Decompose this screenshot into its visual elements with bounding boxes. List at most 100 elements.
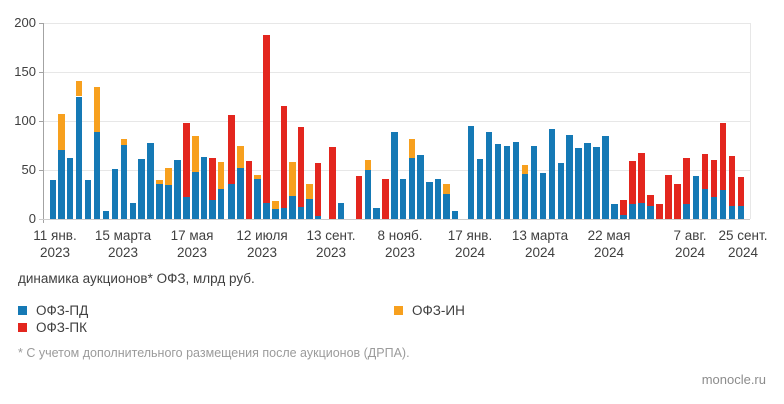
x-axis-label: 7 авг. 2024 [648, 227, 732, 261]
bar-segment-ofz-pd [58, 150, 65, 219]
bar-segment-ofz-pk [728, 156, 736, 207]
x-axis-label: 22 мая 2024 [567, 227, 651, 261]
bar-segment-ofz-pd [297, 207, 305, 219]
bar-segment-ofz-pd [192, 171, 199, 219]
x-axis-label-date: 8 нояб. [377, 228, 423, 243]
bar-segment-ofz-in [58, 114, 65, 151]
bar-segment-ofz-pd [391, 131, 398, 219]
y-axis-tick [38, 23, 43, 24]
y-axis-label: 150 [14, 64, 36, 79]
bar-segment-ofz-pd [566, 134, 573, 219]
bar-segment-ofz-pd [217, 188, 225, 219]
bar-segment-ofz-pd [710, 197, 718, 219]
bar-segment-ofz-pk [737, 176, 745, 207]
bar-segment-ofz-pd [737, 206, 745, 219]
legend-label: ОФЗ-ПК [36, 320, 87, 335]
x-axis-label-year: 2024 [674, 245, 706, 260]
bar-segment-ofz-pd [272, 209, 279, 219]
bar-segment-ofz-in [165, 168, 172, 185]
bar-segment-ofz-pd [237, 168, 244, 219]
chart-title: динамика аукционов* ОФЗ, млрд руб. [18, 271, 255, 286]
bar-segment-ofz-pk [355, 175, 363, 219]
bar-segment-ofz-pd [408, 158, 416, 219]
bar-segment-ofz-pk [245, 161, 253, 219]
x-axis-label-date: 13 сент. [306, 228, 356, 243]
y-axis-tick [38, 121, 43, 122]
x-axis-label-date: 22 мая [587, 228, 631, 243]
y-axis-tick [38, 72, 43, 73]
y-axis-label: 100 [14, 113, 36, 128]
bar-segment-ofz-pk [638, 153, 645, 204]
bar-segment-ofz-in [408, 138, 416, 159]
bar-segment-ofz-in [254, 174, 261, 179]
legend-item-ofz-in: ОФЗ-ИН [394, 303, 465, 318]
bar-segment-ofz-pk [280, 106, 288, 209]
x-axis-label: 12 июля 2023 [220, 227, 304, 261]
bar-segment-ofz-pk [629, 161, 636, 205]
x-axis-line [38, 219, 750, 220]
bar-segment-ofz-in [75, 80, 83, 97]
bar-segment-ofz-pd [476, 159, 484, 219]
y-axis-label: 0 [28, 211, 36, 226]
bar-segment-ofz-pd [66, 158, 74, 219]
bar-segment-ofz-pd [647, 206, 654, 219]
bar-segment-ofz-in [93, 86, 101, 132]
bar-segment-ofz-pd [503, 145, 511, 219]
x-axis-label: 17 мая 2023 [150, 227, 234, 261]
bar-segment-ofz-pd [399, 178, 407, 219]
legend-swatch-blue [18, 306, 27, 315]
bar-segment-ofz-pd [102, 211, 110, 219]
bar-segment-ofz-in [521, 165, 529, 174]
bar-segment-ofz-pd [93, 131, 101, 219]
x-axis-label-year: 2024 [593, 245, 625, 260]
bar-segment-ofz-pd [530, 145, 538, 219]
bar-segment-ofz-pd [512, 141, 520, 219]
bar-segment-ofz-pk [710, 160, 718, 198]
x-axis-label: 25 сент. 2024 [701, 227, 784, 261]
bar-segment-ofz-pk [297, 126, 305, 208]
bar-segment-ofz-pd [638, 203, 645, 219]
bar-segment-ofz-pd [228, 183, 235, 219]
x-axis-label: 13 марта 2024 [498, 227, 582, 261]
bar-segment-ofz-pd [200, 157, 208, 219]
bar-segment-ofz-in [306, 183, 313, 200]
bar-segment-ofz-pk [620, 200, 627, 216]
bar-segment-ofz-in [289, 162, 296, 197]
bar-segment-ofz-pd [373, 208, 380, 219]
footnote: * С учетом дополнительного размещения по… [18, 346, 410, 360]
legend-item-ofz-pd: ОФЗ-ПД [18, 303, 88, 318]
bar-segment-ofz-pk [209, 158, 216, 201]
bar-segment-ofz-pd [584, 142, 591, 219]
bar-segment-ofz-pd [575, 148, 582, 219]
watermark: monocle.ru [701, 372, 766, 387]
x-axis-label-year: 2023 [246, 245, 278, 260]
bar-segment-ofz-in [192, 135, 199, 172]
bar-segment-ofz-pd [494, 143, 502, 219]
x-axis-label: 11 янв. 2023 [13, 227, 97, 261]
bar-segment-ofz-pd [539, 172, 547, 219]
bar-segment-ofz-pd [289, 196, 296, 219]
bar-segment-ofz-pd [620, 215, 627, 219]
x-axis-label-date: 25 сент. [718, 228, 768, 243]
x-axis-label-date: 17 мая [170, 228, 214, 243]
x-axis-label-date: 15 марта [94, 228, 152, 243]
bar-segment-ofz-pd [426, 181, 433, 219]
bar-segment-ofz-pd [280, 208, 288, 219]
x-axis-label-date: 7 авг. [673, 228, 707, 243]
x-axis-label-year: 2023 [315, 245, 347, 260]
bar-segment-ofz-pk [382, 178, 389, 219]
bar-segment-ofz-pd [451, 211, 459, 219]
bar-segment-ofz-pd [557, 163, 565, 219]
x-axis-label-year: 2023 [384, 245, 416, 260]
bar-segment-ofz-in [120, 138, 128, 145]
y-axis-label: 200 [14, 15, 36, 30]
bar-segment-ofz-pk [719, 122, 727, 190]
x-axis-label-year: 2024 [727, 245, 759, 260]
bar-segment-ofz-in [364, 160, 372, 170]
bar-segment-ofz-pd [701, 188, 709, 219]
bar-segment-ofz-pk [228, 115, 235, 184]
bar-segment-ofz-pk [656, 204, 663, 219]
bar-segment-ofz-pd [593, 147, 600, 219]
x-axis-label-year: 2024 [524, 245, 556, 260]
bar-segment-ofz-pk [329, 147, 336, 219]
